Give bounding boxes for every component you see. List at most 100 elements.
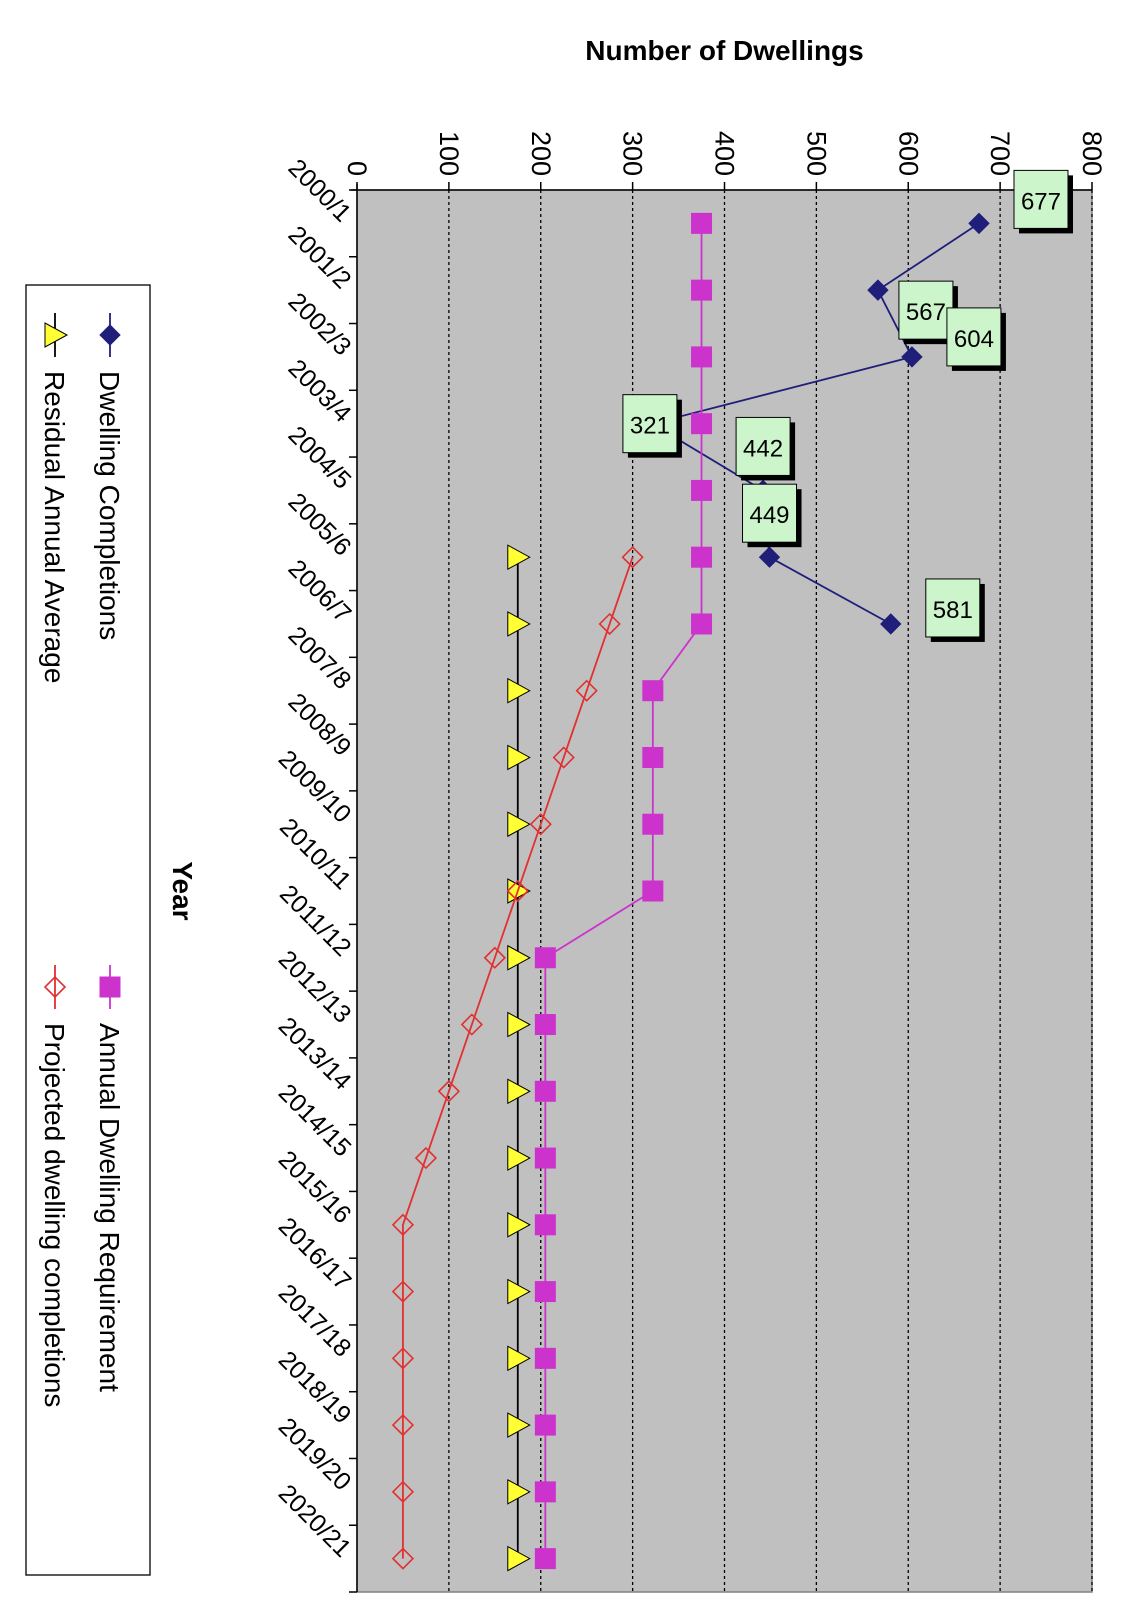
x-tick-label: 2014/15	[273, 1079, 357, 1163]
x-axis-title: Year	[167, 861, 198, 920]
data-label: 604	[954, 326, 994, 353]
data-point	[507, 1545, 531, 1572]
data-point	[968, 212, 990, 235]
x-tick-label: 2011/12	[274, 880, 356, 962]
data-point	[391, 1480, 415, 1503]
data-point	[507, 811, 531, 838]
data-point	[598, 612, 621, 636]
data-point	[867, 279, 889, 301]
data-point	[507, 1412, 531, 1438]
data-point	[507, 1278, 531, 1305]
data-label: 677	[1021, 188, 1061, 215]
x-tick-label: 2003/4	[283, 354, 357, 428]
y-tick-label: 500	[801, 131, 831, 176]
data-point	[507, 1011, 531, 1038]
data-point	[460, 1013, 483, 1036]
data-point	[534, 1147, 556, 1169]
data-point	[507, 677, 531, 704]
data-label-box	[946, 307, 1002, 367]
legend-item: Annual Dwelling Requirement	[94, 965, 125, 1392]
data-point	[507, 544, 531, 571]
data-point	[691, 613, 713, 635]
data-label-box	[735, 416, 791, 476]
data-point	[437, 1080, 461, 1103]
legend: Dwelling Completions Residual Annual Aver…	[25, 284, 151, 1576]
data-point	[507, 1145, 531, 1171]
y-tick-label: 400	[710, 131, 740, 176]
legend-label: Projected dwelling completions	[39, 1023, 70, 1407]
x-tick-label: 2020/21	[273, 1479, 357, 1563]
data-point	[575, 679, 598, 702]
x-tick-label: 2016/17	[273, 1212, 357, 1296]
y-tick-label: 0	[342, 161, 372, 176]
x-tick-label: 2019/20	[273, 1412, 357, 1496]
data-labels: 677 567 604 321 442 449 581	[622, 169, 1073, 642]
x-tick-label: 2012/13	[273, 945, 357, 1029]
y-axis-title: Number of Dwellings	[585, 35, 863, 66]
legend-label: Annual Dwelling Requirement	[94, 1023, 125, 1392]
data-point	[534, 1080, 556, 1102]
y-tick-label: 200	[526, 131, 556, 176]
series-annual-dwelling-requirement	[534, 212, 713, 1570]
data-label: 581	[933, 597, 973, 624]
legend-box	[25, 284, 151, 1576]
x-tick-label: 2007/8	[283, 621, 357, 695]
series-residual-annual-average	[507, 544, 531, 1572]
data-point	[642, 746, 664, 768]
data-point	[534, 1548, 556, 1570]
data-point	[758, 546, 781, 568]
data-point	[391, 1347, 415, 1370]
data-point	[621, 546, 644, 569]
data-point	[529, 813, 552, 836]
data-label-box	[1013, 169, 1069, 229]
data-point	[691, 212, 713, 234]
data-point	[507, 1479, 531, 1505]
data-label: 567	[906, 299, 946, 326]
data-point	[391, 1413, 415, 1437]
legend-swatch-marker	[99, 324, 121, 346]
legend-item: Projected dwelling completions	[39, 965, 70, 1407]
data-point	[507, 1345, 531, 1372]
data-label: 321	[630, 413, 670, 440]
data-point	[507, 1078, 531, 1105]
data-point	[534, 1214, 556, 1236]
data-point	[534, 1014, 556, 1036]
x-tick-label: 2004/5	[283, 421, 357, 495]
data-point	[642, 813, 664, 835]
data-label: 449	[749, 502, 789, 529]
series-projected-dwelling-completions	[391, 546, 644, 1570]
data-point	[534, 1347, 556, 1369]
legend-item: Residual Annual Average	[39, 313, 70, 683]
data-point	[534, 1281, 556, 1303]
legend-swatch-marker	[43, 975, 67, 999]
y-tick-label: 100	[434, 131, 464, 176]
data-point	[691, 279, 713, 301]
legend-swatch-marker	[44, 322, 69, 348]
data-point	[534, 1481, 556, 1503]
data-label-box	[742, 483, 798, 543]
data-point	[901, 346, 923, 368]
x-tick-label: 2018/19	[273, 1346, 357, 1430]
legend-swatch-marker	[99, 976, 121, 998]
data-point	[642, 880, 664, 902]
data-point	[506, 879, 529, 903]
x-tick-label: 2006/7	[283, 554, 357, 628]
legend-item: Dwelling Completions	[94, 313, 125, 640]
data-point	[691, 346, 713, 368]
data-point	[391, 1547, 415, 1570]
data-label-box	[622, 394, 678, 454]
data-point	[507, 744, 531, 771]
data-point	[483, 946, 506, 969]
legend-label: Residual Annual Average	[39, 371, 70, 683]
data-point	[507, 944, 531, 971]
y-tick-label: 700	[985, 131, 1015, 176]
data-point	[691, 479, 713, 501]
x-tick-label: 2001/2	[283, 221, 357, 295]
x-tick-label: 2005/6	[283, 488, 357, 562]
x-tick-label: 2010/11	[274, 813, 356, 895]
series-line	[402, 556, 634, 1559]
data-point	[880, 613, 902, 635]
data-point	[691, 546, 713, 568]
